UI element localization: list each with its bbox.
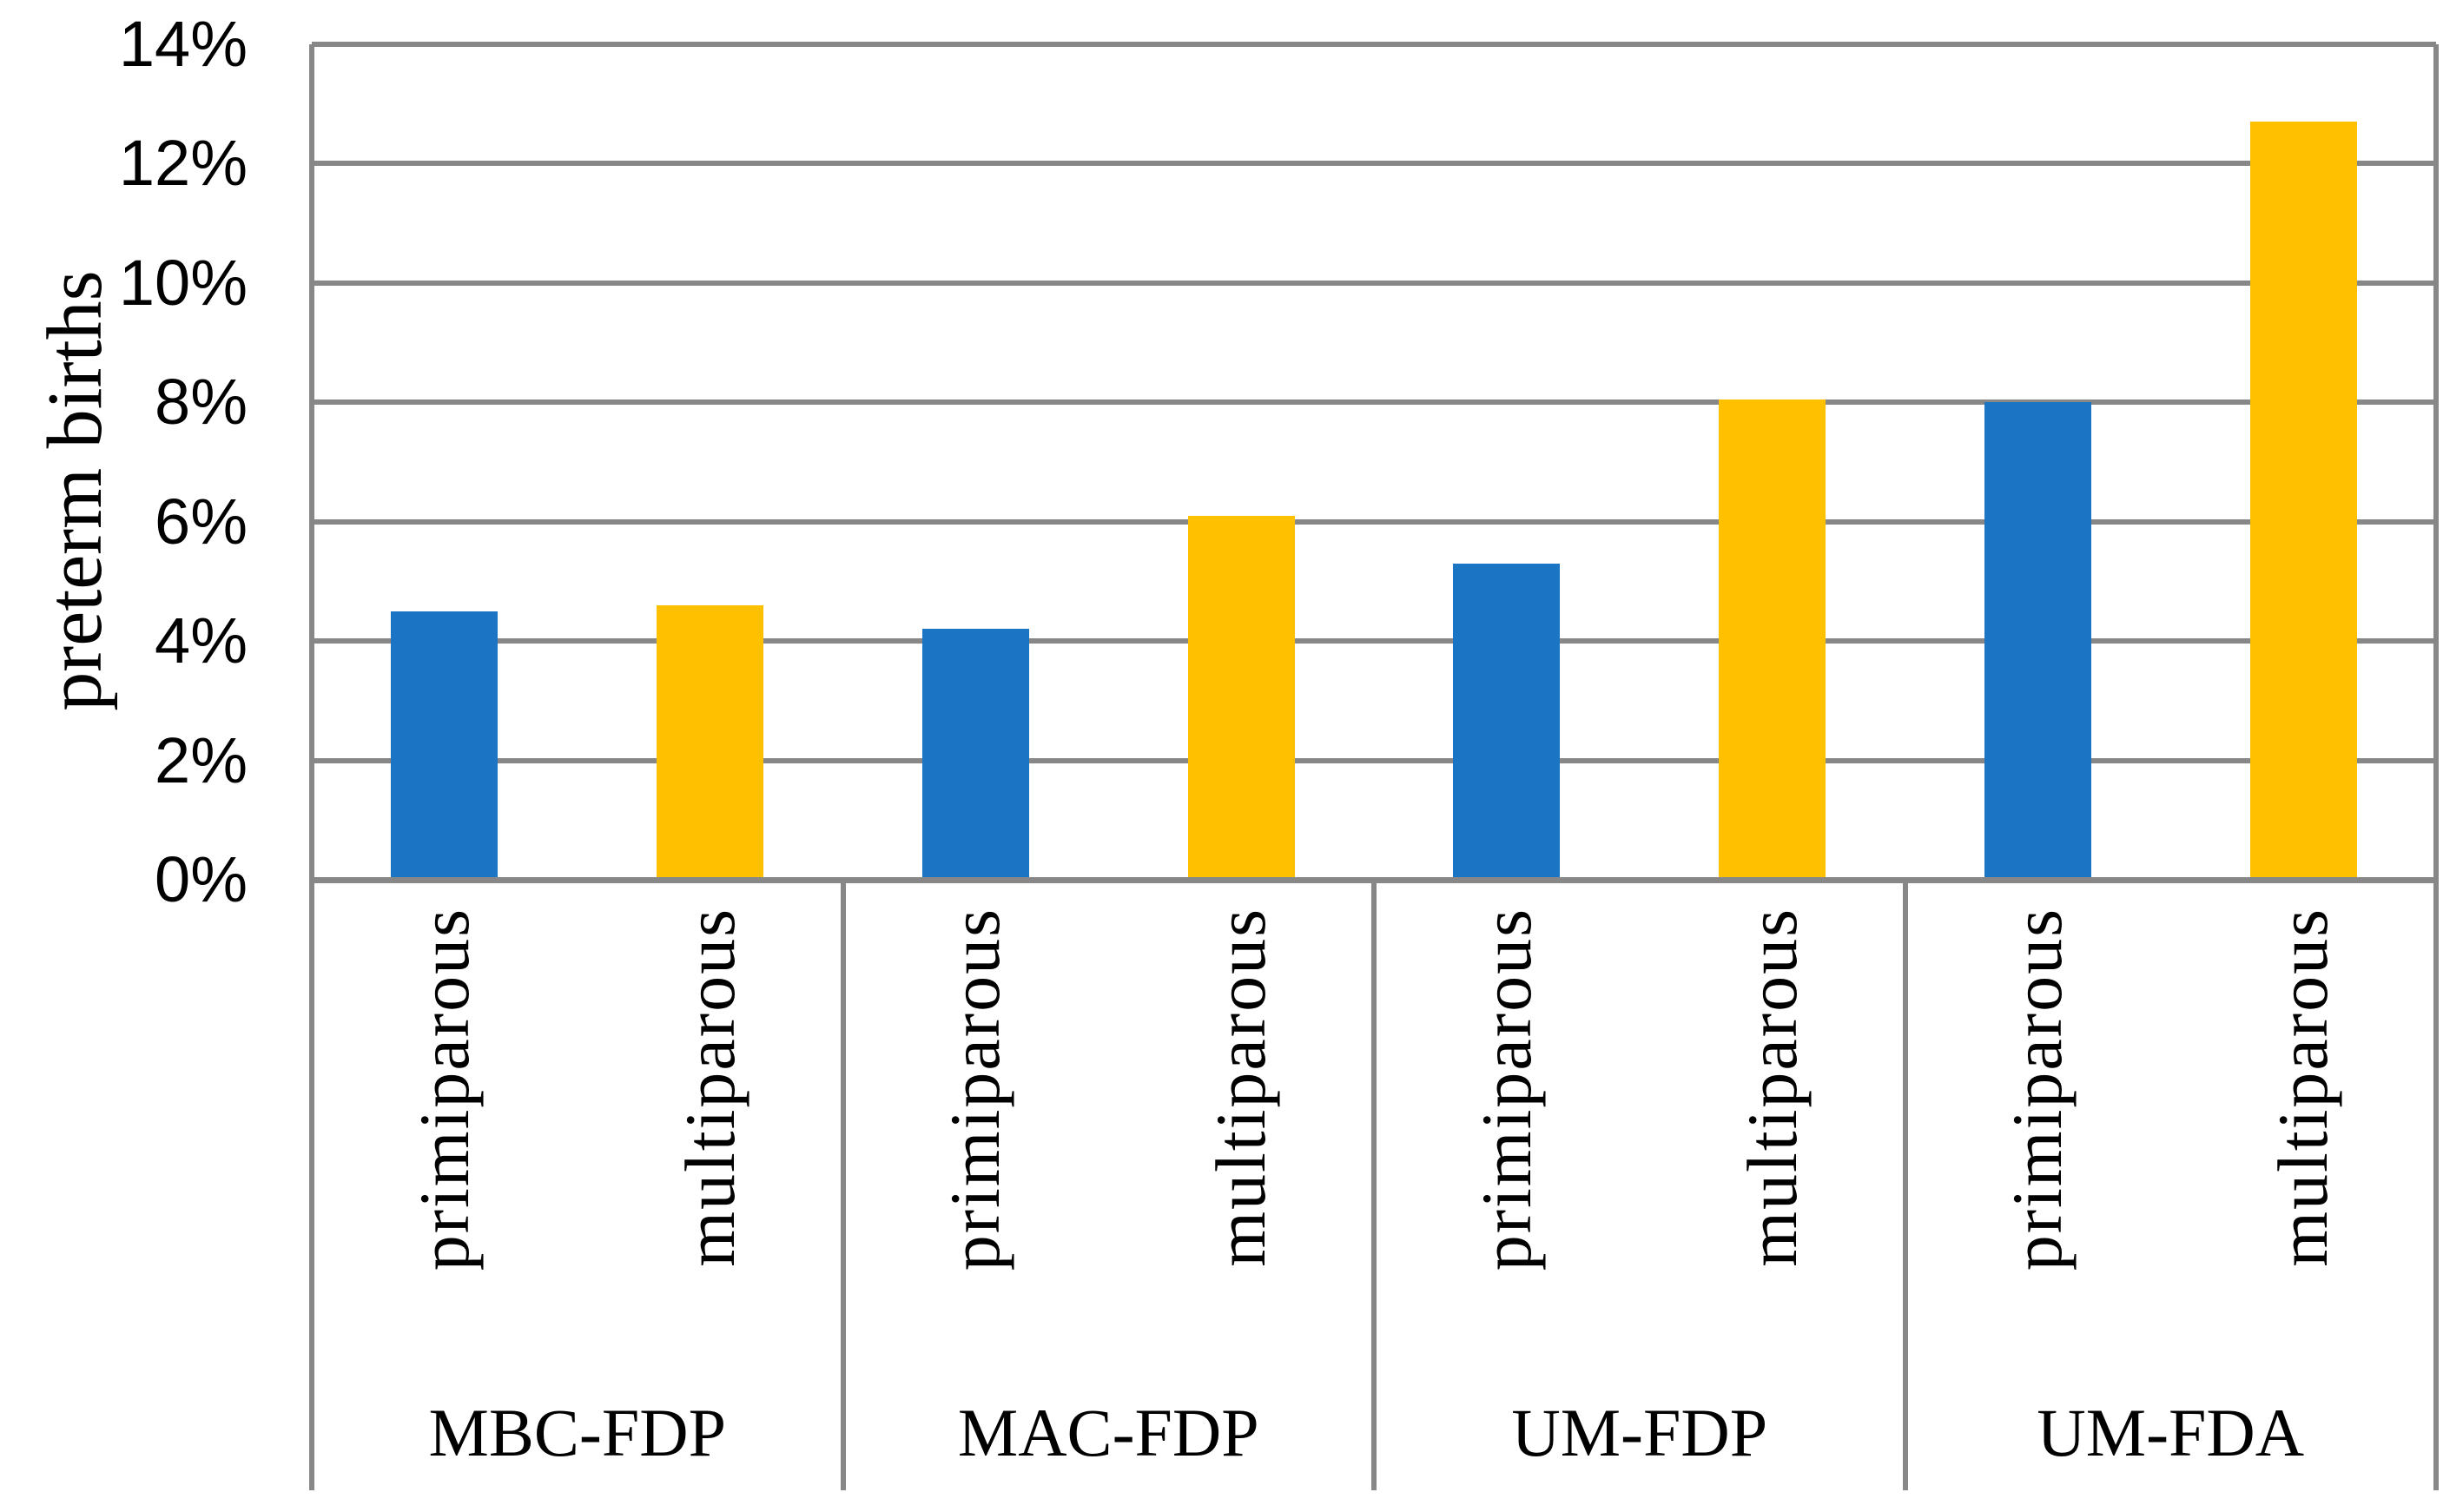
bar-multiparous-MBC-FDP (657, 604, 764, 880)
gridline (312, 42, 2436, 47)
gridline (312, 757, 2436, 763)
bar-multiparous-UM-FDA (2249, 122, 2357, 880)
category-separator-line (2433, 44, 2439, 1490)
gridline (312, 161, 2436, 167)
bar-primiparous-UM-FDP (1453, 563, 1561, 880)
x-tick-label-primiparous: primiparous (1466, 908, 1546, 1271)
category-separator-line (840, 880, 846, 1490)
category-separator-line (1371, 880, 1377, 1490)
x-tick-label-primiparous: primiparous (935, 908, 1015, 1271)
bar-primiparous-UM-FDA (1984, 402, 2091, 880)
category-separator-line (1902, 880, 1908, 1490)
bar-multiparous-MAC-FDP (1187, 515, 1295, 880)
gridline (312, 638, 2436, 644)
y-tick-label: 0% (155, 843, 248, 915)
gridline (312, 518, 2436, 525)
category-group-label: UM-FDP (1511, 1395, 1768, 1470)
y-tick-label: 8% (155, 366, 248, 439)
bar-multiparous-UM-FDP (1719, 399, 1826, 880)
x-tick-label-multiparous: multiparous (2263, 908, 2343, 1267)
y-tick-label: 4% (155, 604, 248, 677)
y-tick-label: 2% (155, 723, 248, 796)
bar-primiparous-MBC-FDP (391, 611, 499, 880)
y-tick-label: 12% (118, 127, 248, 200)
y-tick-label: 6% (155, 485, 248, 558)
x-tick-label-multiparous: multiparous (1732, 908, 1812, 1267)
y-tick-label: 14% (118, 8, 248, 80)
x-tick-label-multiparous: multiparous (670, 908, 749, 1267)
x-tick-label-primiparous: primiparous (1997, 908, 2077, 1271)
gridline (312, 399, 2436, 406)
category-group-label: MAC-FDP (957, 1395, 1259, 1470)
bar-primiparous-MAC-FDP (921, 629, 1029, 880)
x-tick-label-primiparous: primiparous (404, 908, 484, 1271)
y-axis-line (309, 44, 314, 1490)
x-tick-label-multiparous: multiparous (1201, 908, 1281, 1267)
category-group-label: MBC-FDP (428, 1395, 726, 1470)
y-tick-label: 10% (118, 246, 248, 319)
gridline (312, 280, 2436, 286)
category-group-label: UM-FDA (2037, 1395, 2305, 1470)
